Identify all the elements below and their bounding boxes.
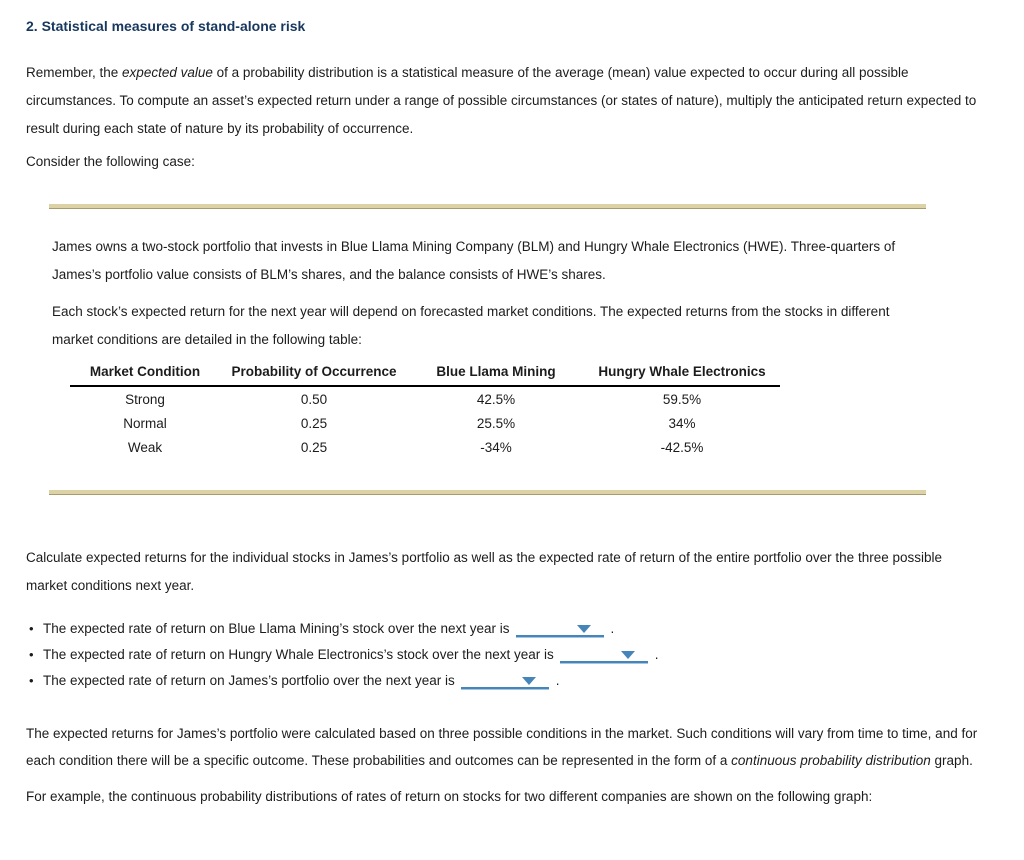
term-continuous-probability-distribution: continuous probability distribution	[731, 753, 931, 768]
caret-down-icon	[521, 677, 536, 685]
cell-probability: 0.50	[300, 392, 328, 407]
question-text: The expected rate of return on Blue Llam…	[43, 621, 510, 636]
question-suffix: .	[555, 673, 560, 688]
cell-hwe-return: -42.5%	[660, 440, 704, 455]
cell-hwe-return: 34%	[668, 416, 696, 431]
graph-intro-paragraph: For example, the continuous probability …	[26, 789, 873, 804]
question-suffix: .	[654, 647, 659, 662]
bullet-icon: •	[29, 621, 34, 636]
cell-condition: Weak	[127, 440, 163, 455]
question-text: The expected rate of return on James’s p…	[43, 673, 455, 688]
question-item-hwe: • The expected rate of return on Hungry W…	[29, 642, 998, 668]
summary-text-1: The expected returns for James’s portfol…	[26, 726, 978, 768]
intro-paragraph: Remember, the expected value of a probab…	[26, 59, 982, 143]
question-item-portfolio: • The expected rate of return on James’s …	[29, 668, 998, 694]
cell-condition: Normal	[123, 416, 167, 431]
question-text: The expected rate of return on Hungry Wh…	[43, 647, 554, 662]
case-paragraph-1: James owns a two-stock portfolio that in…	[52, 239, 896, 282]
question-page: 2. Statistical measures of stand-alone r…	[26, 18, 998, 804]
question-suffix: .	[610, 621, 615, 636]
question-item-blm: • The expected rate of return on Blue Lla…	[29, 616, 998, 642]
intro-text-2: of a probability distribution is a stati…	[26, 65, 977, 136]
cell-blm-return: 42.5%	[476, 392, 516, 407]
term-expected-value: expected value	[122, 65, 213, 80]
col-header-probability: Probability of Occurrence	[220, 362, 408, 387]
table-row-normal: Normal 0.25 25.5% 34%	[70, 411, 780, 435]
cell-probability: 0.25	[300, 416, 328, 431]
questions-list: • The expected rate of return on Blue Lla…	[26, 616, 998, 694]
intro-text-1: Remember, the	[26, 65, 123, 80]
section-title: 2. Statistical measures of stand-alone r…	[26, 18, 306, 34]
summary-paragraph: The expected returns for James’s portfol…	[26, 720, 982, 774]
cell-condition: Strong	[125, 392, 165, 407]
case-paragraph-2: Each stock’s expected return for the nex…	[52, 304, 890, 347]
cell-probability: 0.25	[300, 440, 328, 455]
bullet-icon: •	[29, 673, 34, 688]
summary-text-2: graph.	[930, 753, 973, 768]
cell-blm-return: 25.5%	[476, 416, 516, 431]
cell-blm-return: -34%	[480, 440, 512, 455]
divider-top	[49, 204, 926, 209]
consider-line: Consider the following case:	[26, 154, 195, 169]
dropdown-hwe-return[interactable]	[559, 645, 648, 663]
cell-hwe-return: 59.5%	[662, 392, 702, 407]
caret-down-icon	[576, 625, 591, 633]
dropdown-portfolio-return[interactable]	[460, 671, 549, 689]
divider-bottom	[49, 490, 926, 495]
caret-down-icon	[620, 651, 635, 659]
dropdown-blm-return[interactable]	[515, 619, 604, 637]
bullet-icon: •	[29, 647, 34, 662]
col-header-hwe: Hungry Whale Electronics	[584, 362, 780, 387]
table-header-row: Market Condition Probability of Occurren…	[70, 362, 780, 387]
col-header-blm: Blue Llama Mining	[408, 362, 584, 387]
instructions-paragraph: Calculate expected returns for the indiv…	[26, 550, 942, 593]
returns-table: Market Condition Probability of Occurren…	[70, 362, 780, 459]
table-row-weak: Weak 0.25 -34% -42.5%	[70, 435, 780, 459]
table-row-strong: Strong 0.50 42.5% 59.5%	[70, 386, 780, 411]
case-panel: James owns a two-stock portfolio that in…	[52, 209, 914, 459]
col-header-market-condition: Market Condition	[70, 362, 220, 387]
